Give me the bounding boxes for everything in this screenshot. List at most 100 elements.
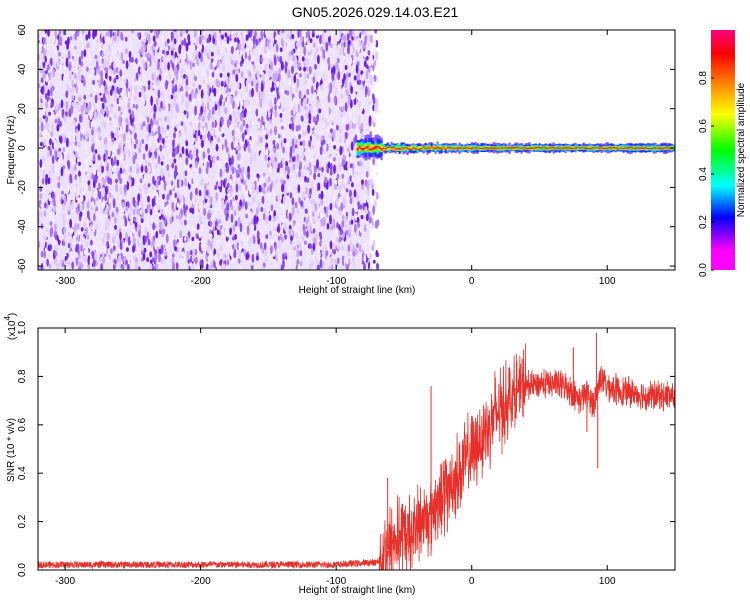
noise-speckle	[284, 234, 287, 240]
noise-speckle	[164, 49, 168, 57]
noise-speckle	[56, 196, 60, 202]
noise-speckle	[324, 88, 327, 94]
noise-speckle	[189, 121, 193, 127]
signal-band-mark	[382, 145, 385, 149]
noise-speckle	[273, 82, 277, 89]
noise-speckle	[188, 44, 192, 52]
noise-speckle	[338, 172, 342, 182]
noise-speckle	[184, 211, 188, 218]
noise-speckle	[230, 248, 234, 254]
noise-speckle	[157, 60, 160, 71]
noise-speckle	[51, 217, 54, 222]
noise-speckle	[131, 177, 135, 186]
noise-speckle	[210, 91, 214, 99]
noise-speckle	[54, 223, 57, 232]
noise-speckle	[374, 199, 377, 208]
noise-speckle	[286, 90, 290, 96]
noise-speckle	[216, 155, 220, 161]
noise-speckle	[84, 131, 88, 141]
noise-speckle	[296, 78, 300, 88]
noise-speckle	[359, 204, 363, 210]
noise-speckle	[155, 191, 159, 202]
noise-speckle	[210, 135, 214, 142]
signal-band-mark	[358, 146, 361, 151]
noise-speckle	[55, 255, 58, 266]
noise-speckle	[118, 116, 121, 125]
noise-speckle	[117, 106, 121, 112]
noise-speckle	[80, 50, 84, 60]
noise-speckle	[195, 240, 199, 248]
noise-speckle	[198, 96, 201, 106]
noise-speckle	[269, 164, 272, 174]
signal-band-mark	[382, 148, 385, 151]
noise-speckle	[364, 226, 367, 233]
noise-speckle	[114, 216, 117, 224]
noise-speckle	[79, 33, 83, 43]
noise-speckle	[311, 261, 314, 267]
noise-speckle	[104, 35, 108, 43]
noise-speckle	[45, 101, 49, 109]
noise-speckle	[301, 241, 304, 250]
noise-speckle	[61, 262, 65, 268]
signal-band-mark	[406, 148, 409, 151]
noise-speckle	[308, 44, 312, 54]
signal-band-mark	[594, 147, 597, 150]
noise-speckle	[288, 228, 292, 236]
noise-speckle	[105, 218, 109, 228]
noise-speckle	[47, 55, 50, 64]
noise-speckle	[349, 252, 353, 258]
noise-speckle	[333, 157, 336, 162]
noise-speckle	[94, 110, 97, 121]
noise-speckle	[249, 30, 253, 37]
noise-speckle	[116, 126, 119, 132]
noise-speckle	[321, 186, 325, 192]
noise-speckle	[139, 67, 143, 74]
noise-speckle	[38, 133, 42, 138]
noise-speckle	[235, 194, 238, 201]
noise-speckle	[297, 30, 301, 39]
noise-speckle	[292, 163, 296, 171]
noise-speckle	[343, 73, 346, 81]
noise-speckle	[252, 236, 256, 245]
noise-speckle	[324, 80, 328, 89]
noise-speckle	[137, 32, 140, 38]
noise-speckle	[299, 73, 302, 78]
noise-speckle	[91, 244, 95, 251]
noise-speckle	[264, 45, 268, 55]
noise-speckle	[56, 85, 59, 92]
noise-speckle	[249, 258, 253, 264]
noise-speckle	[228, 87, 232, 93]
noise-speckle	[96, 91, 100, 97]
figure-title: GN05.2026.029.14.03.E21	[292, 4, 459, 20]
noise-speckle	[294, 56, 298, 66]
noise-speckle	[267, 238, 270, 243]
noise-speckle	[46, 258, 49, 267]
noise-speckle	[268, 214, 272, 221]
noise-speckle	[48, 214, 52, 222]
noise-speckle	[98, 182, 101, 190]
noise-speckle	[243, 100, 247, 109]
noise-speckle	[189, 207, 193, 213]
noise-speckle	[253, 215, 257, 225]
noise-speckle	[107, 94, 111, 101]
noise-speckle	[65, 57, 69, 68]
noise-speckle	[243, 248, 247, 257]
noise-speckle	[328, 36, 331, 43]
noise-speckle	[283, 138, 287, 144]
noise-speckle	[214, 104, 218, 111]
noise-speckle	[297, 103, 301, 113]
noise-speckle	[179, 230, 183, 239]
noise-speckle	[172, 87, 175, 95]
noise-speckle	[67, 231, 71, 238]
noise-speckle	[65, 215, 68, 221]
noise-speckle	[245, 84, 249, 93]
noise-speckle	[207, 95, 211, 101]
noise-speckle	[226, 163, 230, 173]
noise-speckle	[62, 133, 66, 138]
noise-speckle	[123, 78, 127, 84]
noise-speckle	[309, 215, 312, 223]
noise-speckle	[69, 251, 73, 259]
noise-speckle	[183, 52, 187, 60]
noise-speckle	[133, 172, 137, 178]
noise-speckle	[282, 259, 285, 270]
